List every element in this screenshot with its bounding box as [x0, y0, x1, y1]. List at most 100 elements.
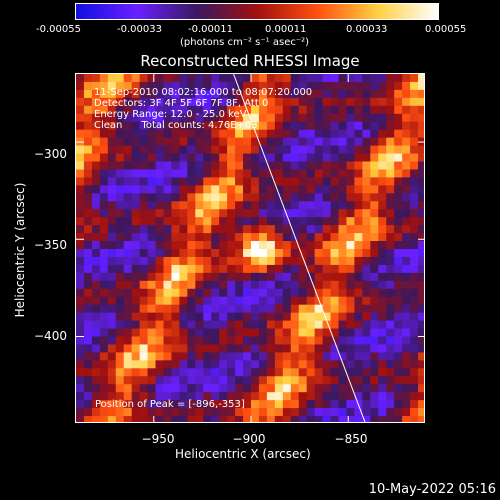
heatmap-cell [314, 264, 324, 274]
heatmap-cell [139, 89, 149, 99]
heatmap-cell [131, 328, 141, 338]
heatmap-cell [386, 89, 395, 99]
heatmap-cell [195, 169, 204, 179]
heatmap-cell [76, 74, 85, 83]
heatmap-cell [330, 225, 340, 234]
heatmap-cell [131, 280, 141, 290]
heatmap-cell [362, 320, 371, 330]
heatmap-cell [219, 408, 228, 417]
heatmap-cell [258, 169, 268, 179]
heatmap-cell [346, 185, 356, 194]
heatmap-cell [346, 97, 356, 107]
heatmap-cell [211, 416, 220, 422]
heatmap-cell [123, 296, 133, 306]
heatmap-cell [394, 272, 403, 282]
heatmap-cell [99, 241, 109, 250]
heatmap-cell [418, 336, 424, 346]
heatmap-cell [83, 153, 93, 163]
heatmap-cell [410, 97, 419, 107]
heatmap-cell [394, 233, 403, 242]
heatmap-cell [107, 416, 117, 422]
heatmap-cell [179, 344, 188, 354]
heatmap-cell [115, 137, 125, 147]
heatmap-cell [235, 233, 244, 242]
heatmap-cell [338, 352, 348, 361]
heatmap-cell [131, 97, 141, 107]
heatmap-cell [338, 376, 348, 385]
heatmap-cell [274, 201, 284, 210]
heatmap-cell [91, 312, 101, 322]
heatmap-cell [306, 177, 316, 186]
heatmap-cell [99, 81, 109, 91]
heatmap-cell [227, 328, 236, 338]
heatmap-cell [354, 408, 363, 417]
heatmap-cell [227, 249, 236, 258]
heatmap-cell [306, 392, 316, 401]
heatmap-cell [147, 137, 157, 147]
colorbar [75, 3, 439, 20]
heatmap-cell [346, 241, 356, 250]
heatmap-cell [322, 81, 332, 91]
heatmap-cell [394, 217, 403, 226]
heatmap-cell [274, 336, 284, 346]
heatmap-cell [338, 74, 348, 83]
heatmap-cell [378, 416, 387, 422]
heatmap-cell [187, 193, 196, 202]
heatmap-cell [155, 81, 165, 91]
heatmap-cell [155, 288, 165, 298]
heatmap-cell [211, 392, 220, 401]
heatmap-cell [410, 272, 419, 282]
heatmap-cell [370, 137, 379, 147]
heatmap-cell [266, 209, 276, 218]
heatmap-cell [243, 296, 252, 306]
heatmap-cell [76, 368, 85, 377]
heatmap-cell [147, 328, 157, 338]
heatmap-cell [290, 217, 300, 226]
heatmap-cell [91, 249, 101, 258]
heatmap-cell [139, 129, 149, 139]
heatmap-cell [83, 376, 93, 385]
heatmap-cell [402, 177, 411, 186]
heatmap-cell [76, 105, 85, 115]
heatmap-cell [370, 360, 379, 369]
heatmap-cell [171, 400, 181, 409]
heatmap-cell [282, 113, 292, 123]
heatmap-cell [243, 288, 252, 298]
heatmap-cell [155, 233, 165, 242]
heatmap-cell [394, 113, 403, 123]
heatmap-cell [91, 89, 101, 99]
heatmap-cell [306, 272, 316, 282]
heatmap-cell [298, 264, 308, 274]
heatmap-cell [418, 352, 424, 361]
heatmap-cell [330, 304, 340, 314]
heatmap-cell [83, 384, 93, 393]
heatmap-cell [243, 256, 252, 266]
heatmap-cell [243, 161, 252, 171]
heatmap-cell [386, 392, 395, 401]
heatmap-cell [274, 233, 284, 242]
heatmap-cell [282, 352, 292, 361]
heatmap-cell [211, 121, 220, 131]
heatmap-cell [322, 217, 332, 226]
heatmap-cell [298, 344, 308, 354]
heatmap-cell [179, 177, 188, 186]
heatmap-cell [362, 264, 371, 274]
heatmap-cell [378, 312, 387, 322]
heatmap-cell [227, 97, 236, 107]
heatmap-cell [99, 145, 109, 155]
heatmap-cell [346, 89, 356, 99]
heatmap-cell [306, 74, 316, 83]
heatmap-cell [187, 185, 196, 194]
heatmap-cell [163, 376, 173, 385]
heatmap-cell [219, 264, 228, 274]
heatmap-cell [147, 201, 157, 210]
heatmap-cell [195, 400, 204, 409]
y-tick-label: −350 [34, 238, 67, 252]
heatmap-cell [298, 145, 308, 155]
heatmap-cell [219, 352, 228, 361]
heatmap-cell [227, 81, 236, 91]
heatmap-cell [346, 217, 356, 226]
heatmap-cell [171, 225, 181, 234]
heatmap-cell [266, 193, 276, 202]
heatmap-cell [282, 169, 292, 179]
